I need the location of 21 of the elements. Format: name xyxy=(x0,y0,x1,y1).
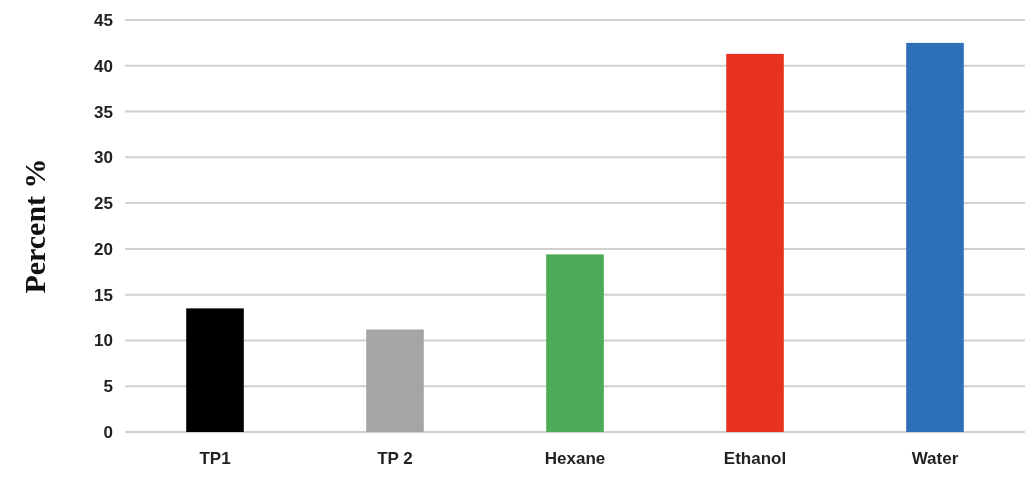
bar xyxy=(726,53,784,432)
y-tick-label: 0 xyxy=(103,422,113,442)
bar xyxy=(906,42,964,432)
y-tick-label: 15 xyxy=(94,285,113,305)
bar xyxy=(186,308,244,432)
y-tick-label: 30 xyxy=(94,148,113,168)
y-tick-label: 25 xyxy=(94,194,113,214)
y-tick-label: 10 xyxy=(94,331,113,351)
bar xyxy=(546,254,604,432)
y-axis-title: Percent % xyxy=(18,158,51,294)
bar xyxy=(366,329,424,432)
x-tick-label: Ethanol xyxy=(723,449,787,468)
y-tick-label: 5 xyxy=(103,377,113,397)
y-tick-label: 40 xyxy=(94,56,113,76)
x-tick-label: TP 2 xyxy=(377,449,413,468)
y-tick-label: 35 xyxy=(94,102,113,122)
x-tick-label: TP1 xyxy=(199,449,231,468)
x-tick-label: Water xyxy=(911,449,959,468)
y-tick-label: 20 xyxy=(94,239,113,259)
x-tick-label: Hexane xyxy=(544,449,606,468)
y-tick-label: 45 xyxy=(94,10,113,30)
